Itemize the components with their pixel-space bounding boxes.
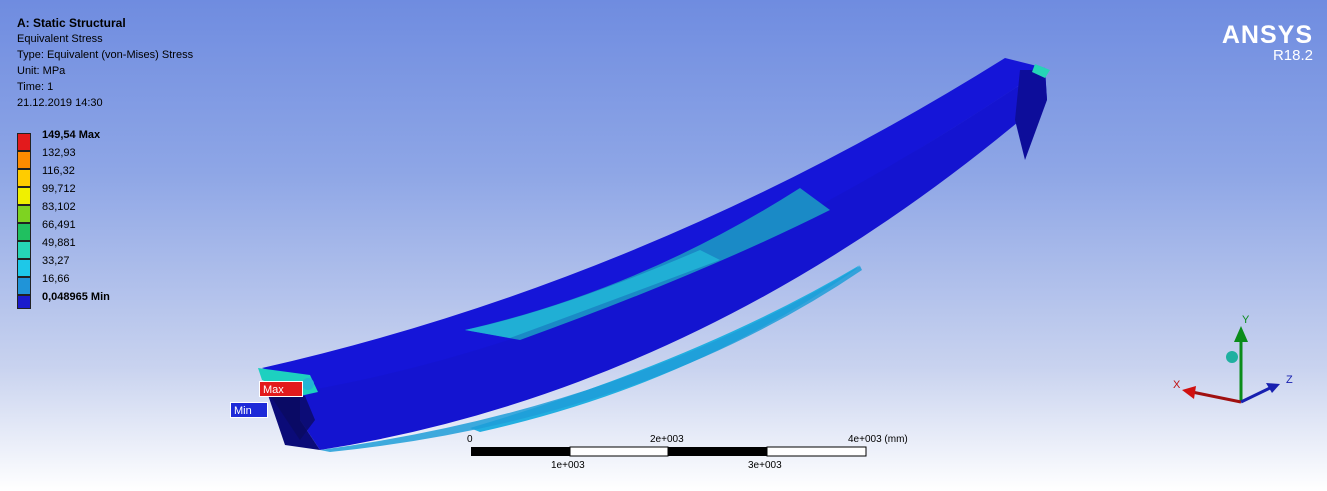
triad-y-label: Y: [1242, 314, 1250, 326]
result-name: Equivalent Stress: [17, 33, 103, 45]
legend-swatch: [17, 295, 31, 309]
stress-band-top-light: [465, 250, 720, 338]
legend-swatch: [17, 205, 31, 223]
legend-swatch: [17, 187, 31, 205]
analysis-title: A: Static Structural: [17, 16, 126, 30]
legend-swatch: [17, 241, 31, 259]
stress-hotspot-right: [1032, 64, 1050, 78]
min-probe-tag[interactable]: Min: [230, 402, 268, 418]
beam-front-face: [300, 68, 1047, 450]
legend-value: 116,32: [42, 165, 75, 177]
legend-swatch: [17, 133, 31, 151]
result-type: Type: Equivalent (von-Mises) Stress: [17, 49, 194, 61]
legend-value: 16,66: [42, 273, 70, 285]
legend-swatch: [17, 277, 31, 295]
legend-value: 83,102: [42, 201, 76, 213]
scale-label-2e3: 2e+003: [650, 434, 684, 445]
legend-swatch: [17, 259, 31, 277]
stress-band-top: [465, 188, 830, 340]
ansys-logo: ANSYS R18.2: [1222, 22, 1313, 64]
legend-value: 0,048965 Min: [42, 291, 110, 303]
scale-label-4e3: 4e+003 (mm): [848, 434, 908, 445]
beam-underside-left: [270, 395, 315, 440]
legend-swatch: [17, 169, 31, 187]
legend-value: 33,27: [42, 255, 70, 267]
result-time: Time: 1: [17, 81, 54, 93]
legend-swatch: [17, 223, 31, 241]
scale-label-0: 0: [467, 434, 473, 445]
legend-value: 149,54 Max: [42, 129, 101, 141]
legend-value: 66,491: [42, 219, 76, 231]
legend-value: 99,712: [42, 183, 76, 195]
result-timestamp: 21.12.2019 14:30: [17, 97, 103, 109]
beam-right-end: [1015, 70, 1047, 160]
legend-value: 49,881: [42, 237, 76, 249]
logo-version: R18.2: [1272, 47, 1313, 64]
scale-label-1e3: 1e+003: [551, 460, 585, 471]
triad-z-label: Z: [1286, 374, 1293, 386]
scale-bar: [471, 446, 867, 457]
result-unit: Unit: MPa: [17, 65, 66, 77]
triad-x-label: X: [1173, 379, 1181, 391]
logo-brand: ANSYS: [1221, 21, 1313, 49]
result-header: A: Static Structural Equivalent Stress T…: [17, 15, 193, 111]
legend-value: 132,93: [42, 147, 76, 159]
coordinate-triad[interactable]: [1182, 326, 1280, 404]
scale-label-3e3: 3e+003: [748, 460, 782, 471]
beam-top-face: [262, 58, 1045, 392]
max-probe-tag[interactable]: Max: [259, 381, 303, 397]
legend-swatch: [17, 151, 31, 169]
